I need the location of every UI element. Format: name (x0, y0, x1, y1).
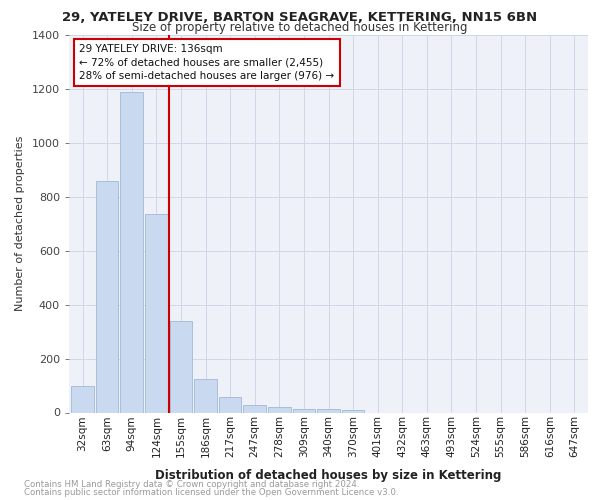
X-axis label: Distribution of detached houses by size in Kettering: Distribution of detached houses by size … (155, 468, 502, 481)
Bar (71, 386, 94, 412)
Bar (145, 214, 167, 412)
Y-axis label: Number of detached properties: Number of detached properties (15, 136, 25, 312)
Bar (342, 410, 364, 412)
Bar (268, 407, 290, 412)
Bar (219, 397, 241, 412)
Bar (317, 409, 340, 412)
Bar (170, 321, 192, 412)
Bar (194, 379, 217, 412)
Text: 29 YATELEY DRIVE: 136sqm
← 72% of detached houses are smaller (2,455)
28% of sem: 29 YATELEY DRIVE: 136sqm ← 72% of detach… (79, 44, 335, 81)
Text: Contains public sector information licensed under the Open Government Licence v3: Contains public sector information licen… (24, 488, 398, 497)
Text: Size of property relative to detached houses in Kettering: Size of property relative to detached ho… (132, 21, 468, 34)
Bar (244, 405, 266, 412)
Text: Contains HM Land Registry data © Crown copyright and database right 2024.: Contains HM Land Registry data © Crown c… (24, 480, 359, 489)
Bar (293, 408, 315, 412)
Bar (96, 180, 118, 412)
Bar (121, 92, 143, 412)
Text: 29, YATELEY DRIVE, BARTON SEAGRAVE, KETTERING, NN15 6BN: 29, YATELEY DRIVE, BARTON SEAGRAVE, KETT… (62, 11, 538, 24)
